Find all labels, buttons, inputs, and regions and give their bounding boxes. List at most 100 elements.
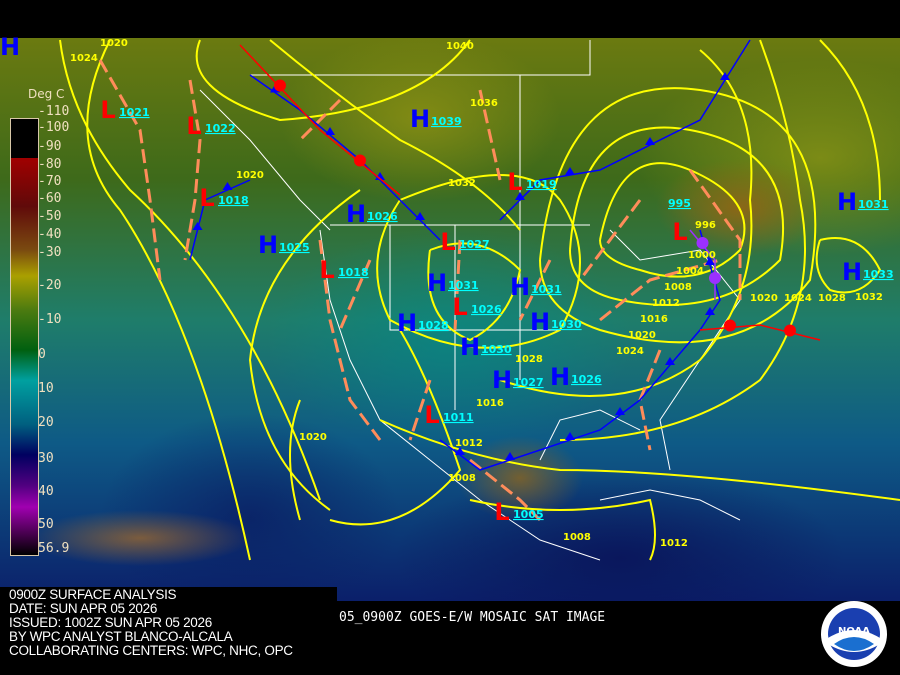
central-pressure-label: 1030	[551, 318, 582, 331]
high-pressure-center: H	[0, 33, 20, 61]
noaa-logo-text: NOAA	[838, 626, 870, 637]
info-analyst: BY WPC ANALYST BLANCO-ALCALA	[9, 629, 233, 644]
isobar-label: 1020	[628, 330, 656, 341]
colorbar-tick: 56.9	[38, 541, 70, 556]
central-pressure-label: 1031	[858, 198, 889, 211]
bottom-bar	[337, 601, 900, 675]
central-pressure-label: 1018	[338, 266, 369, 279]
trough-line	[478, 89, 502, 181]
cold-front	[499, 39, 751, 221]
colorbar-tick: 10	[38, 381, 54, 396]
border-line	[250, 40, 591, 76]
high-pressure-center: H	[460, 333, 480, 361]
isobar	[329, 329, 462, 526]
colorbar-tick: -80	[38, 157, 62, 172]
colorbar-tick: 30	[38, 451, 54, 466]
cold-front-symbol	[705, 257, 715, 265]
central-pressure-label: 1005	[513, 508, 544, 521]
high-pressure-center: H	[410, 105, 430, 133]
temperature-colorbar	[10, 118, 39, 556]
isobar-label: 1012	[652, 298, 680, 309]
central-pressure-label: 1021	[119, 106, 150, 119]
colorbar-tick: -90	[38, 139, 62, 154]
central-pressure-label: 1033	[863, 268, 894, 281]
isobar	[499, 49, 753, 397]
central-pressure-label: 1031	[448, 279, 479, 292]
cold-front-symbol	[192, 222, 203, 230]
low-pressure-center: L	[507, 168, 522, 196]
border-line	[319, 229, 601, 561]
cold-front-symbol	[705, 307, 715, 315]
high-pressure-center: H	[530, 308, 550, 336]
cold-front-symbol	[455, 447, 465, 455]
colorbar-tick: -70	[38, 174, 62, 189]
cold-front-symbol	[565, 432, 575, 440]
central-pressure-label: 1039	[431, 115, 462, 128]
trough-line	[599, 258, 721, 322]
trough-line	[183, 79, 202, 261]
high-pressure-center: H	[346, 200, 366, 228]
border-line	[199, 89, 331, 231]
low-pressure-center: L	[186, 112, 201, 140]
low-pressure-center: L	[440, 228, 455, 256]
central-pressure-label: 1030	[481, 343, 512, 356]
central-pressure-label: 1031	[531, 283, 562, 296]
central-pressure-label: 1027	[459, 238, 490, 251]
colorbar-tick: -110	[38, 104, 70, 119]
isobar-label: 1016	[476, 398, 504, 409]
isobar-label: 1016	[640, 314, 668, 325]
satellite-image	[0, 38, 900, 601]
trough-line	[469, 458, 542, 522]
low-pressure-center: L	[424, 401, 439, 429]
isobar-label: 1012	[660, 538, 688, 549]
warm-front	[239, 44, 401, 196]
isobar-label: 1028	[515, 354, 543, 365]
trough-line	[638, 349, 662, 451]
low-pressure-center: L	[494, 498, 509, 526]
warm-front-symbol	[724, 319, 736, 332]
info-issued: ISSUED: 1002Z SUN APR 05 2026	[9, 615, 212, 630]
cold-front-symbol	[222, 182, 233, 190]
high-pressure-center: H	[397, 309, 417, 337]
warm-front-symbol	[354, 154, 366, 167]
cold-front-symbol	[565, 167, 575, 175]
isobar-label: 1024	[784, 293, 812, 304]
cold-front-symbol	[415, 212, 425, 220]
occluded-front-symbol	[709, 272, 721, 284]
noaa-logo: NOAA	[821, 601, 887, 667]
isobar-label: 1000	[688, 250, 716, 261]
central-pressure-label: 1018	[218, 194, 249, 207]
trough-line	[98, 59, 162, 281]
isobar-label: 1040	[446, 41, 474, 52]
colorbar-title: Deg C	[28, 87, 65, 101]
isobar-label: 1020	[236, 170, 264, 181]
isobar-label: 1036	[470, 98, 498, 109]
trough-line	[688, 169, 742, 300]
colorbar-tick: 50	[38, 517, 54, 532]
high-pressure-center: H	[842, 258, 862, 286]
low-pressure-center: L	[452, 293, 467, 321]
cold-front	[189, 179, 251, 261]
isobar	[819, 39, 881, 201]
colorbar-tick: -30	[38, 245, 62, 260]
trough-line	[578, 199, 642, 281]
border-line	[599, 489, 741, 521]
isobar-label: 996	[695, 220, 716, 231]
cold-front-symbol	[505, 452, 515, 460]
warm-front-symbol	[784, 324, 796, 337]
occluded-front-symbol	[696, 237, 709, 249]
colorbar-tick: -60	[38, 191, 62, 206]
isobar	[289, 399, 301, 521]
isobar	[427, 242, 522, 342]
colorbar-tick: -40	[38, 227, 62, 242]
isobar	[269, 39, 521, 231]
isobar	[539, 87, 817, 344]
isobar-label: 1008	[563, 532, 591, 543]
cold-front-symbol	[720, 72, 730, 80]
isobar	[815, 237, 882, 294]
trough-line	[453, 239, 462, 331]
isobar-label: 1024	[616, 346, 644, 357]
isobar	[599, 162, 746, 278]
info-title: 0900Z SURFACE ANALYSIS	[9, 587, 177, 602]
isobar-label: 1020	[299, 432, 327, 443]
